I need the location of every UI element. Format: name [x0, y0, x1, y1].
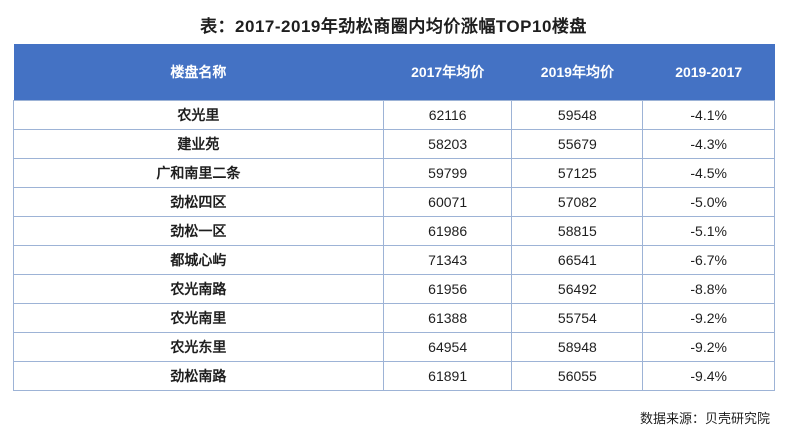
cell-value: 66541 — [511, 244, 644, 275]
table-row: 都城心屿 71343 66541 -6.7% — [13, 244, 775, 275]
cell-value: 59548 — [511, 99, 644, 130]
data-source-note: 数据来源：贝壳研究院 — [639, 411, 770, 426]
table-body: 农光里 62116 59548 -4.1% 建业苑 58203 55679 -4.3% 广和南里… — [13, 99, 775, 391]
cell-value: -8.8% — [642, 273, 775, 304]
cell-building-name: 劲松南路 — [13, 360, 384, 391]
header-row: 楼盘名称 2017年均价 2019年均价 2019-2017 — [13, 44, 775, 100]
column-header-name: 楼盘名称 — [13, 44, 384, 100]
cell-value: -4.5% — [642, 157, 775, 188]
cell-value: 58203 — [382, 128, 513, 159]
cell-value: 61891 — [382, 360, 513, 391]
cell-value: 57125 — [511, 157, 644, 188]
table-row: 劲松南路 61891 56055 -9.4% — [13, 360, 775, 391]
cell-value: -9.2% — [642, 331, 775, 362]
table-title: 表：2017-2019年劲松商圈内均价涨幅TOP10楼盘 — [200, 17, 587, 36]
table-row: 劲松一区 61986 58815 -5.1% — [13, 215, 775, 246]
cell-value: 55679 — [511, 128, 644, 159]
cell-building-name: 农光里 — [13, 99, 384, 130]
cell-value: -5.1% — [642, 215, 775, 246]
table-header: 楼盘名称 2017年均价 2019年均价 2019-2017 — [13, 44, 775, 100]
cell-building-name: 农光南路 — [13, 273, 384, 304]
cell-value: 56492 — [511, 273, 644, 304]
cell-value: 58815 — [511, 215, 644, 246]
column-header-2017-price: 2017年均价 — [383, 44, 512, 100]
cell-value: -9.2% — [642, 302, 775, 333]
cell-value: -4.1% — [642, 99, 775, 130]
price-table: 楼盘名称 2017年均价 2019年均价 2019-2017 农光里 62116 5… — [13, 44, 775, 391]
table-row: 劲松四区 60071 57082 -5.0% — [13, 186, 775, 217]
cell-value: 56055 — [511, 360, 644, 391]
cell-value: 57082 — [511, 186, 644, 217]
cell-building-name: 劲松一区 — [13, 215, 384, 246]
cell-value: 62116 — [382, 99, 513, 130]
cell-building-name: 农光东里 — [13, 331, 384, 362]
column-header-2019-price: 2019年均价 — [511, 44, 643, 100]
table-row: 广和南里二条 59799 57125 -4.5% — [13, 157, 775, 188]
cell-building-name: 广和南里二条 — [13, 157, 384, 188]
cell-value: -4.3% — [642, 128, 775, 159]
cell-value: 60071 — [382, 186, 513, 217]
cell-value: -5.0% — [642, 186, 775, 217]
column-header-change: 2019-2017 — [642, 44, 775, 100]
cell-value: 61986 — [382, 215, 513, 246]
cell-value: -6.7% — [642, 244, 775, 275]
cell-value: 71343 — [382, 244, 513, 275]
table-row: 建业苑 58203 55679 -4.3% — [13, 128, 775, 159]
cell-value: 61388 — [382, 302, 513, 333]
table-row: 农光南路 61956 56492 -8.8% — [13, 273, 775, 304]
table-row: 农光南里 61388 55754 -9.2% — [13, 302, 775, 333]
cell-building-name: 都城心屿 — [13, 244, 384, 275]
table-row: 农光里 62116 59548 -4.1% — [13, 99, 775, 130]
cell-building-name: 农光南里 — [13, 302, 384, 333]
cell-value: 58948 — [511, 331, 644, 362]
cell-value: 59799 — [382, 157, 513, 188]
cell-building-name: 劲松四区 — [13, 186, 384, 217]
table-row: 农光东里 64954 58948 -9.2% — [13, 331, 775, 362]
cell-value: 61956 — [382, 273, 513, 304]
cell-value: -9.4% — [642, 360, 775, 391]
cell-value: 55754 — [511, 302, 644, 333]
cell-building-name: 建业苑 — [13, 128, 384, 159]
cell-value: 64954 — [382, 331, 513, 362]
